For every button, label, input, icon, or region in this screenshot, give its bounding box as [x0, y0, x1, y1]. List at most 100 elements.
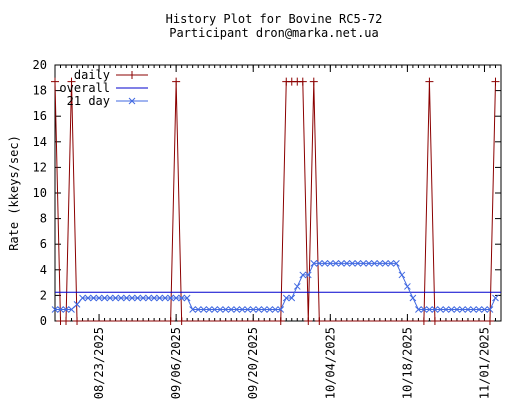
- series-21-day-point: [189, 306, 197, 313]
- series-21-day-point: [470, 306, 477, 313]
- series-21-day-point: [139, 294, 147, 302]
- series-21-day-point: [227, 306, 235, 313]
- series-21-day-point: [62, 306, 70, 313]
- series-21-day-point: [57, 306, 64, 313]
- series-21-day-point: [481, 306, 488, 313]
- series-21-day-point: [216, 306, 224, 313]
- series-21-day-point: [393, 260, 400, 267]
- series-21-day-point: [161, 294, 169, 302]
- series-21-day-point: [459, 306, 466, 313]
- series-21-day-point: [492, 294, 499, 302]
- series-21-day-point: [90, 294, 97, 302]
- series-21-day-point: [464, 306, 472, 313]
- series-21-day-point: [486, 306, 494, 313]
- x-tick-label: 10/18/2025: [400, 327, 414, 399]
- series-daily-point: [485, 317, 494, 325]
- series-21-day-point: [167, 294, 174, 302]
- series-21-day-point: [415, 306, 422, 313]
- series-21-day-point: [260, 306, 268, 313]
- series-daily-point: [298, 77, 307, 86]
- series-21-day-point: [123, 294, 130, 302]
- series-21-day-point: [382, 260, 389, 267]
- x-tick-label: 08/23/2025: [92, 327, 106, 399]
- y-tick-label: 6: [40, 237, 47, 251]
- series-daily-point: [177, 317, 186, 325]
- legend-label: daily: [74, 68, 110, 82]
- series-21-day-point: [211, 306, 219, 313]
- series-21-day-point: [293, 283, 301, 290]
- x-tick-label: 09/06/2025: [169, 327, 183, 399]
- x-tick-label: 09/20/2025: [246, 327, 260, 399]
- series-21-day-point: [271, 306, 279, 313]
- series-21-day-point: [172, 294, 180, 302]
- y-tick-label: 0: [40, 314, 47, 328]
- legend-marker-21-day: [128, 97, 136, 105]
- series-21-day-point: [431, 306, 439, 313]
- series-21-day-point: [106, 294, 114, 302]
- y-tick-label: 20: [33, 58, 47, 72]
- series-21-day-point: [299, 271, 307, 279]
- series-21-day-point: [233, 306, 241, 313]
- series-21-day-point: [326, 260, 334, 267]
- series-daily-point: [491, 77, 500, 86]
- series-21-day-point: [183, 294, 191, 302]
- series-21-day-point: [343, 260, 351, 267]
- series-21-day-point: [420, 306, 428, 313]
- series-21-day-point: [73, 301, 81, 308]
- series-daily-point: [276, 317, 285, 325]
- series-21-day-point: [304, 271, 312, 279]
- y-tick-label: 12: [33, 160, 47, 174]
- series-21-day-point: [348, 260, 356, 267]
- series-21-day-point: [79, 294, 86, 302]
- legend-label: overall: [59, 81, 110, 95]
- y-tick-label: 8: [40, 212, 47, 226]
- series-21-day-point: [266, 306, 274, 313]
- series-daily-point: [315, 317, 324, 325]
- series-daily-point: [62, 317, 71, 325]
- series-21-day-point: [310, 260, 318, 267]
- series-21-day-point: [409, 294, 417, 302]
- series-21-day-point: [282, 294, 290, 302]
- series-21-day-point: [453, 306, 461, 313]
- series-21-day-point: [448, 306, 455, 313]
- series-daily-point: [172, 77, 181, 86]
- legend-marker-daily: [128, 71, 136, 79]
- series-21-day-point: [150, 294, 158, 302]
- series-daily-point: [67, 77, 76, 86]
- series-21-day-point: [376, 260, 384, 267]
- series-21-day-point: [244, 306, 252, 313]
- series-21-day-point: [95, 294, 103, 302]
- series-daily-point: [51, 77, 59, 86]
- series-daily-point: [309, 77, 318, 86]
- series-21-day-point: [387, 260, 395, 267]
- series-21-day-point: [475, 306, 483, 313]
- chart-title: History Plot for Bovine RC5-72: [166, 12, 383, 26]
- series-daily-point: [73, 317, 82, 325]
- series-21-day-point: [337, 260, 345, 267]
- series-daily-point: [430, 317, 439, 325]
- chart-subtitle: Participant dron@marka.net.ua: [169, 26, 379, 40]
- series-21-day-line: [55, 262, 496, 310]
- series-21-day-point: [354, 260, 362, 267]
- series-21-day-point: [134, 294, 141, 302]
- plot-area: 0 2 4 6 8 10 12 14 16 18 20 08/23/2025 09/06/2025 09/…: [33, 58, 502, 399]
- series-21-day-point: [84, 294, 92, 302]
- y-tick-label: 2: [40, 288, 47, 302]
- series-21-day-point: [156, 294, 163, 302]
- series-21-day-point: [442, 306, 450, 313]
- series-21-day-point: [249, 306, 257, 313]
- y-tick-label: 14: [33, 135, 47, 149]
- x-tick-label: 11/01/2025: [477, 327, 491, 399]
- series-21-day-point: [200, 306, 208, 313]
- series-daily-point: [304, 317, 313, 325]
- series-daily-line: [54, 81, 496, 322]
- y-axis-label: Rate (kkeys/sec): [7, 135, 21, 251]
- series-21-day-point: [178, 294, 185, 302]
- series-daily-point: [425, 77, 434, 86]
- y-tick-label: 16: [33, 109, 47, 123]
- series-21-day-point: [371, 260, 378, 267]
- series-21-day-point: [426, 306, 433, 313]
- series-21-day-point: [398, 271, 406, 279]
